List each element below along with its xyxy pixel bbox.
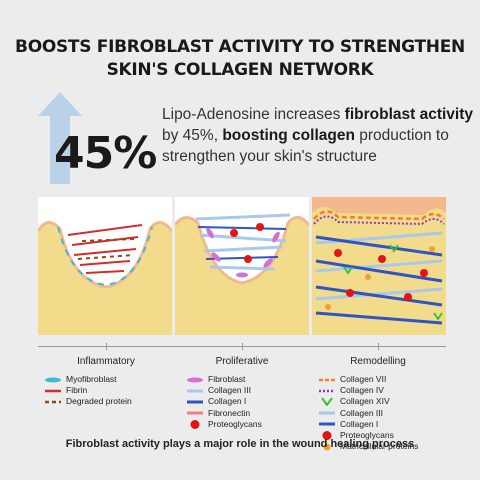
legend-item: Collagen I	[186, 396, 262, 407]
legend-item: Collagen III	[186, 385, 262, 396]
legend-label: Collagen III	[208, 385, 251, 396]
legend-label: Degraded protein	[66, 396, 132, 407]
wound-healing-panels	[38, 197, 446, 335]
legend-item: Fibroblast	[186, 374, 262, 385]
legend-label: Fibrin	[66, 385, 88, 396]
legend-label: Myofibroblast	[66, 374, 117, 384]
timeline-tick	[242, 343, 243, 350]
collagen-vii-icon	[319, 378, 335, 381]
stage-label-proliferative: Proliferative	[215, 356, 269, 367]
legend-label: Collagen XIV	[340, 396, 390, 407]
legend-item: Collagen III	[318, 408, 418, 419]
timeline-tick	[106, 343, 107, 350]
legend-item: Myofibroblast	[44, 374, 132, 385]
desc-bold-2: boosting collagen	[222, 127, 355, 144]
stage-label-remodelling: Remodelling	[350, 356, 406, 367]
legend-label: Collagen IV	[340, 385, 384, 396]
legend-item: Proteoglycans	[318, 430, 418, 441]
title-line-1: BOOSTS FIBROBLAST ACTIVITY TO STRENGTHEN	[15, 37, 465, 57]
legend-item: Degraded protein	[44, 396, 132, 407]
desc-bold-1: fibroblast activity	[344, 106, 474, 123]
legend-label: Fibronectin	[208, 407, 251, 418]
myofibroblast-icon	[45, 377, 61, 383]
fibronectin-icon	[187, 411, 203, 415]
legend-label: Collagen III	[340, 407, 383, 418]
legend-item: Collagen XIV	[318, 396, 418, 407]
legend-inflammatory: Myofibroblast Fibrin Degraded protein	[44, 374, 132, 408]
collagen-xiv-icon	[321, 397, 333, 407]
stat-value: 45%	[54, 128, 157, 179]
collagen-i-icon	[187, 400, 203, 404]
legend-item: Fibrin	[44, 385, 132, 396]
legend-label: Fibroblast	[208, 374, 246, 384]
title-line-2: SKIN'S COLLAGEN NETWORK	[106, 60, 374, 80]
legend-label: Collagen I	[208, 396, 247, 407]
legend-item: Proteoglycans	[186, 419, 262, 430]
legend-item: Collagen VII	[318, 374, 418, 385]
collagen-i-icon	[319, 422, 335, 426]
legend-label: Proteoglycans	[208, 418, 262, 429]
desc-part-1: Lipo-Adenosine increases	[162, 106, 345, 123]
legend-remodelling: Collagen VII Collagen IV Collagen XIV Co…	[318, 374, 418, 452]
remodelling-panel	[312, 197, 446, 335]
collagen-iv-icon	[319, 389, 335, 393]
legend-label: Matricellular proteins	[340, 441, 419, 452]
description-text: Lipo-Adenosine increases fibroblast acti…	[162, 104, 474, 167]
legend-label: Collagen I	[340, 418, 379, 429]
proteoglycans-icon	[190, 419, 200, 429]
legend-proliferative: Fibroblast Collagen III Collagen I Fibro…	[186, 374, 262, 430]
legend-label: Collagen VII	[340, 374, 387, 384]
legend-item: Collagen IV	[318, 385, 418, 396]
fibrin-icon	[45, 389, 61, 393]
legend-item: Fibronectin	[186, 408, 262, 419]
legend-item: Matricellular proteins	[318, 441, 418, 452]
footer-caption: Fibroblast activity plays a major role i…	[65, 438, 415, 450]
legend-item: Collagen I	[318, 419, 418, 430]
page-title: BOOSTS FIBROBLAST ACTIVITY TO STRENGTHEN…	[0, 36, 480, 82]
inflammatory-panel	[38, 197, 172, 335]
desc-part-3: production to strengthen your skin's str…	[162, 127, 449, 165]
timeline-tick	[378, 343, 379, 350]
degraded-protein-icon	[45, 400, 61, 404]
fibroblast-icon	[187, 377, 203, 383]
stage-label-inflammatory: Inflammatory	[77, 356, 135, 367]
proliferative-panel	[175, 197, 309, 335]
proteoglycans-icon	[322, 431, 332, 441]
desc-part-2: by 45%,	[162, 127, 223, 144]
legend-label: Proteoglycans	[340, 429, 394, 440]
collagen-iii-icon	[187, 389, 203, 393]
collagen-iii-icon	[319, 411, 335, 415]
matricellular-proteins-icon	[323, 443, 331, 451]
up-arrow-icon	[38, 92, 82, 184]
